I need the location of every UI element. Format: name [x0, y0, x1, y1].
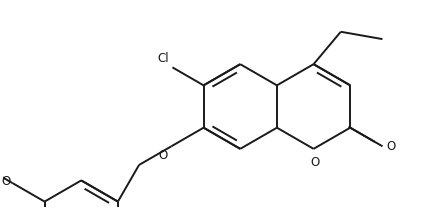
- Text: O: O: [310, 156, 319, 169]
- Text: O: O: [1, 176, 10, 188]
- Text: O: O: [386, 140, 396, 153]
- Text: Cl: Cl: [158, 52, 169, 65]
- Text: O: O: [158, 149, 167, 162]
